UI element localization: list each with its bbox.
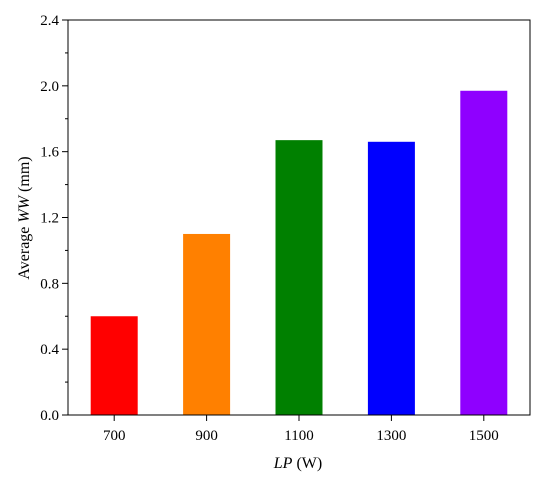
y-axis-title-italic: WW xyxy=(16,194,33,222)
y-tick-label-1.2: 1.2 xyxy=(40,211,59,227)
y-tick-label-1.6: 1.6 xyxy=(40,145,59,161)
x-axis-title-unit: (W) xyxy=(292,455,322,472)
bar-1100 xyxy=(275,140,323,416)
x-axis-title: LP (W) xyxy=(273,455,322,472)
y-tick-label-0.4: 0.4 xyxy=(40,342,59,358)
y-axis-title-prefix: Average xyxy=(16,223,33,280)
y-tick-label-0.0: 0.0 xyxy=(40,408,59,424)
x-tick-label-1300: 1300 xyxy=(376,428,406,444)
bar-700 xyxy=(90,316,138,415)
bars-group xyxy=(90,90,508,416)
y-tick-label-0.8: 0.8 xyxy=(40,276,59,292)
ticks-group: 0.0 0.4 0.8 1.2 1.6 2.0 2.4 700 900 1100 1300 1500 xyxy=(40,13,499,444)
y-tick-label-2.0: 2.0 xyxy=(40,79,59,95)
bar-1300 xyxy=(367,141,415,415)
x-tick-label-1100: 1100 xyxy=(284,428,313,444)
x-tick-label-900: 900 xyxy=(195,428,218,444)
bar-900 xyxy=(183,233,231,415)
y-tick-label-2.4: 2.4 xyxy=(40,13,59,29)
y-axis-title-unit: (mm) xyxy=(16,156,33,196)
x-tick-label-1500: 1500 xyxy=(469,428,499,444)
x-axis-title-italic: LP xyxy=(273,455,293,472)
bar-1500 xyxy=(460,90,508,415)
x-tick-label-700: 700 xyxy=(103,428,126,444)
y-axis-title: Average WW (mm) xyxy=(16,156,33,279)
